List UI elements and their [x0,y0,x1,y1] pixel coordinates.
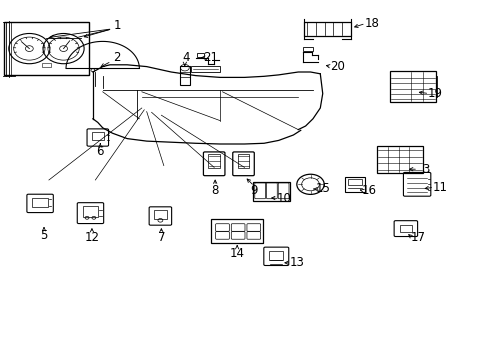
Bar [253,181,289,201]
Bar [32,198,48,207]
Text: 10: 10 [276,192,290,204]
Bar [237,154,249,168]
Text: 11: 11 [432,181,447,194]
Text: 9: 9 [250,184,258,197]
Text: 19: 19 [427,87,442,100]
Text: 21: 21 [203,51,217,64]
Text: 1: 1 [113,19,121,32]
Bar [92,132,103,140]
Bar [83,206,98,217]
Bar [154,210,166,219]
Text: 3: 3 [421,163,428,176]
Text: 16: 16 [361,184,376,197]
Text: 14: 14 [229,247,244,260]
Bar [190,66,220,72]
Bar [344,177,365,192]
Text: 5: 5 [40,229,48,242]
Text: 20: 20 [329,60,344,73]
Text: 13: 13 [289,256,304,269]
Bar [304,22,350,36]
Bar [211,219,263,243]
Text: 17: 17 [410,231,425,244]
Text: 2: 2 [113,51,121,64]
Bar [180,66,189,85]
Text: 15: 15 [315,183,329,195]
Text: 8: 8 [211,184,219,197]
Bar [347,179,361,185]
Text: 7: 7 [157,231,165,244]
Text: 18: 18 [364,17,378,30]
Bar [376,145,422,172]
Bar [208,154,220,168]
Bar [196,53,204,57]
Bar [4,22,89,75]
Bar [303,47,312,51]
Text: 12: 12 [84,231,99,244]
Text: 4: 4 [182,51,189,64]
Bar [42,63,51,67]
Bar [269,251,283,260]
Bar [389,71,435,102]
Text: 6: 6 [96,145,104,158]
Bar [399,225,411,232]
